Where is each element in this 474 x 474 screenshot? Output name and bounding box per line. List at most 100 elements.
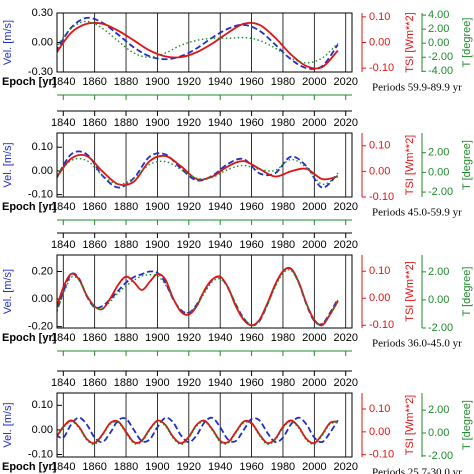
x-top-tick-label: 1880 xyxy=(114,117,138,129)
x-top-tick-label: 1960 xyxy=(239,239,263,251)
annotation: Periods 36.0-45.0 yr xyxy=(372,338,462,350)
x-top-tick-label: 1860 xyxy=(82,239,106,251)
y-tick-label: -0.10 xyxy=(28,189,53,201)
y2-axis-label: TSI [Wm**2] xyxy=(404,12,416,73)
series-line xyxy=(57,416,339,444)
x-tick-label: 1940 xyxy=(208,332,232,344)
x-tick-label: 1880 xyxy=(114,201,138,213)
y2-tick-label: 0.10 xyxy=(369,140,390,152)
x-top-tick-label: 1980 xyxy=(271,239,295,251)
x-tick-label: 1860 xyxy=(82,332,106,344)
series-line xyxy=(57,16,339,70)
y3-tick-label: -2.00 xyxy=(428,450,453,462)
annotation: Periods 59.9-89.9 yr xyxy=(372,82,462,94)
x-tick-label: 1960 xyxy=(239,461,263,473)
x-tick-label: 1960 xyxy=(239,76,263,88)
y-tick-label: -0.10 xyxy=(28,448,53,460)
series-line xyxy=(57,419,339,445)
x-tick-label: 1900 xyxy=(145,76,169,88)
x-top-tick-label: 2000 xyxy=(302,117,326,129)
y-axis-label: Vel. [m/s] xyxy=(2,142,14,187)
x-tick-label: 1880 xyxy=(114,332,138,344)
y3-axis-label: T [degree] xyxy=(461,267,473,317)
x-top-tick-label: 1920 xyxy=(177,117,201,129)
x-axis-label: Epoch [yr] xyxy=(2,76,57,88)
x-top-tick-label: 1840 xyxy=(51,239,75,251)
y2-tick-label: 0.00 xyxy=(369,292,390,304)
annotation: Periods 25.7-30.0 yr xyxy=(372,467,462,474)
x-top-tick-label: 1940 xyxy=(208,117,232,129)
series-line xyxy=(57,269,339,326)
x-top-tick-label: 1900 xyxy=(145,239,169,251)
y3-tick-label: 0.00 xyxy=(428,37,449,49)
x-tick-label: 1960 xyxy=(239,201,263,213)
x-tick-label: 2020 xyxy=(333,461,357,473)
y3-axis-label: T [degree] xyxy=(461,400,473,450)
x-top-tick-label: 1960 xyxy=(239,377,263,389)
x-top-tick-label: 1980 xyxy=(271,377,295,389)
series-line xyxy=(57,157,339,185)
y2-axis-label: TSI [Wm**2] xyxy=(404,395,416,456)
x-top-tick-label: 1880 xyxy=(114,239,138,251)
y3-tick-label: 2.00 xyxy=(428,266,449,278)
y3-tick-label: -4.00 xyxy=(428,65,453,77)
x-tick-label: 2000 xyxy=(302,201,326,213)
x-tick-label: 1960 xyxy=(239,332,263,344)
x-tick-label: 1880 xyxy=(114,76,138,88)
x-tick-label: 1920 xyxy=(177,461,201,473)
y-tick-label: -0.30 xyxy=(28,66,53,78)
y-axis-label: Vel. [m/s] xyxy=(2,269,14,314)
y2-tick-label: 0.10 xyxy=(369,403,390,415)
series-line xyxy=(57,21,339,70)
y2-axis-label: TSI [Wm**2] xyxy=(404,261,416,322)
y3-tick-label: 0.00 xyxy=(428,166,449,178)
x-axis-label: Epoch [yr] xyxy=(2,201,57,213)
x-top-tick-label: 1840 xyxy=(51,117,75,129)
y3-tick-label: 0.00 xyxy=(428,427,449,439)
y2-tick-label: -0.10 xyxy=(369,62,394,74)
x-top-tick-label: 1860 xyxy=(82,377,106,389)
x-top-tick-label: 1940 xyxy=(208,239,232,251)
y3-tick-label: -2.00 xyxy=(428,186,453,198)
x-tick-label: 1980 xyxy=(271,332,295,344)
x-axis-label: Epoch [yr] xyxy=(2,332,57,344)
y3-tick-label: 2.00 xyxy=(428,404,449,416)
plot-frame xyxy=(56,392,353,458)
series-line xyxy=(57,420,338,446)
series-line xyxy=(57,266,339,327)
x-tick-label: 1940 xyxy=(208,461,232,473)
x-tick-label: 2000 xyxy=(302,461,326,473)
x-tick-label: 1920 xyxy=(177,332,201,344)
x-tick-label: 2000 xyxy=(302,332,326,344)
y2-tick-label: 0.00 xyxy=(369,165,390,177)
x-top-tick-label: 1920 xyxy=(177,239,201,251)
x-tick-label: 1860 xyxy=(82,76,106,88)
x-top-tick-label: 2000 xyxy=(302,377,326,389)
x-top-tick-label: 1880 xyxy=(114,377,138,389)
x-tick-label: 2020 xyxy=(333,332,357,344)
x-tick-label: 2020 xyxy=(333,201,357,213)
x-tick-label: 1980 xyxy=(271,76,295,88)
x-top-tick-label: 2020 xyxy=(333,239,357,251)
y2-axis-label: TSI [Wm**2] xyxy=(404,135,416,196)
x-tick-label: 2020 xyxy=(333,76,357,88)
plot-frame xyxy=(56,132,353,198)
x-tick-label: 1940 xyxy=(208,76,232,88)
x-tick-label: 1980 xyxy=(271,201,295,213)
x-top-tick-label: 1960 xyxy=(239,117,263,129)
x-top-tick-label: 1920 xyxy=(177,377,201,389)
x-tick-label: 1900 xyxy=(145,332,169,344)
plot-frame xyxy=(56,12,353,73)
y-tick-label: 0.00 xyxy=(32,424,53,436)
y2-tick-label: 0.00 xyxy=(369,426,390,438)
series-line xyxy=(57,154,339,187)
y-axis-label: Vel. [m/s] xyxy=(2,20,14,65)
y-axis-label: Vel. [m/s] xyxy=(2,402,14,447)
y2-tick-label: -0.10 xyxy=(369,449,394,461)
x-top-tick-label: 1900 xyxy=(145,117,169,129)
x-tick-label: 1920 xyxy=(177,201,201,213)
y2-tick-label: 0.10 xyxy=(369,11,390,23)
y-tick-label: 0.10 xyxy=(32,141,53,153)
